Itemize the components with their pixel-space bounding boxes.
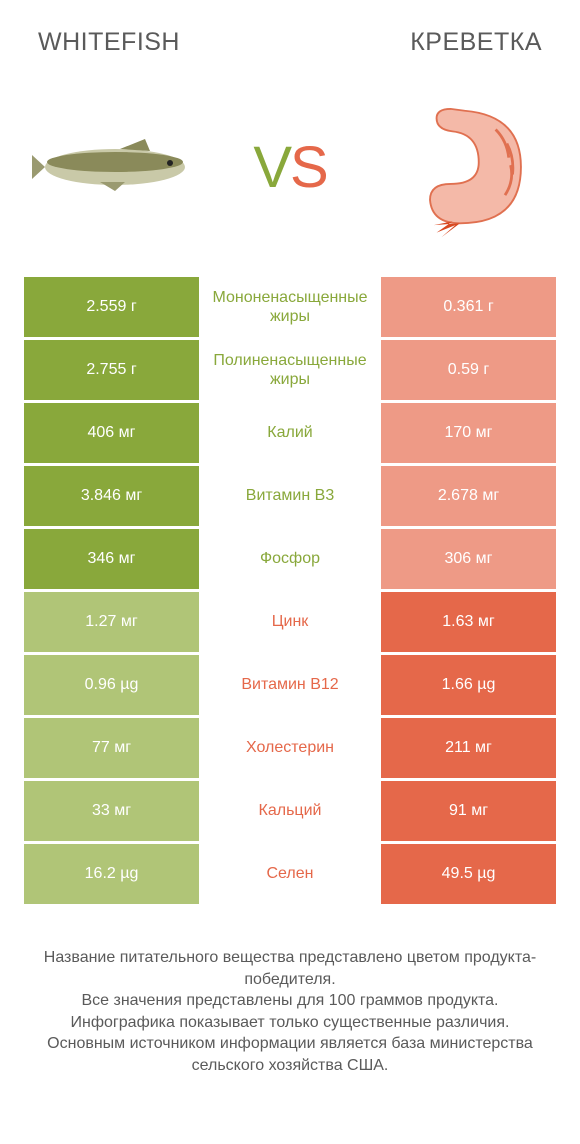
title-right: КРЕВЕТКА	[410, 28, 542, 57]
nutrient-label: Холестерин	[199, 718, 381, 778]
value-right: 1.66 µg	[381, 655, 556, 715]
footer-line: Все значения представлены для 100 граммо…	[30, 990, 550, 1012]
table-row: 1.27 мгЦинк1.63 мг	[24, 592, 556, 652]
nutrient-label: Фосфор	[199, 529, 381, 589]
footer-line: Название питательного вещества представл…	[30, 947, 550, 990]
value-left: 16.2 µg	[24, 844, 199, 904]
value-left: 346 мг	[24, 529, 199, 589]
value-right: 170 мг	[381, 403, 556, 463]
vs-v: V	[253, 135, 290, 200]
value-right: 91 мг	[381, 781, 556, 841]
table-row: 16.2 µgСелен49.5 µg	[24, 844, 556, 904]
footer-line: Инфографика показывает только существенн…	[30, 1012, 550, 1034]
whitefish-image	[30, 92, 210, 242]
value-right: 306 мг	[381, 529, 556, 589]
table-row: 77 мгХолестерин211 мг	[24, 718, 556, 778]
footer-line: Основным источником информации является …	[30, 1033, 550, 1076]
value-right: 211 мг	[381, 718, 556, 778]
title-left: WHITEFISH	[38, 28, 180, 57]
footer-note: Название питательного вещества представл…	[0, 907, 580, 1077]
value-left: 406 мг	[24, 403, 199, 463]
value-left: 2.755 г	[24, 340, 199, 400]
vs-s: S	[290, 135, 327, 200]
nutrient-label: Цинк	[199, 592, 381, 652]
header: WHITEFISH КРЕВЕТКА	[0, 0, 580, 67]
value-right: 0.59 г	[381, 340, 556, 400]
value-right: 0.361 г	[381, 277, 556, 337]
table-row: 346 мгФосфор306 мг	[24, 529, 556, 589]
value-left: 1.27 мг	[24, 592, 199, 652]
nutrient-label: Калий	[199, 403, 381, 463]
value-right: 1.63 мг	[381, 592, 556, 652]
table-row: 2.755 гПолиненасыщенные жиры0.59 г	[24, 340, 556, 400]
value-left: 3.846 мг	[24, 466, 199, 526]
value-right: 49.5 µg	[381, 844, 556, 904]
vs-label: VS	[253, 134, 326, 201]
nutrient-label: Полиненасыщенные жиры	[199, 340, 381, 400]
nutrient-label: Витамин B12	[199, 655, 381, 715]
value-left: 0.96 µg	[24, 655, 199, 715]
nutrient-label: Селен	[199, 844, 381, 904]
value-right: 2.678 мг	[381, 466, 556, 526]
shrimp-image	[370, 92, 550, 242]
table-row: 2.559 гМононенасыщенные жиры0.361 г	[24, 277, 556, 337]
value-left: 77 мг	[24, 718, 199, 778]
value-left: 33 мг	[24, 781, 199, 841]
nutrient-label: Кальций	[199, 781, 381, 841]
hero: VS	[0, 67, 580, 277]
table-row: 406 мгКалий170 мг	[24, 403, 556, 463]
value-left: 2.559 г	[24, 277, 199, 337]
table-row: 0.96 µgВитамин B121.66 µg	[24, 655, 556, 715]
nutrient-label: Витамин B3	[199, 466, 381, 526]
table-row: 3.846 мгВитамин B32.678 мг	[24, 466, 556, 526]
table-row: 33 мгКальций91 мг	[24, 781, 556, 841]
nutrient-label: Мононенасыщенные жиры	[199, 277, 381, 337]
nutrient-table: 2.559 гМононенасыщенные жиры0.361 г2.755…	[0, 277, 580, 904]
